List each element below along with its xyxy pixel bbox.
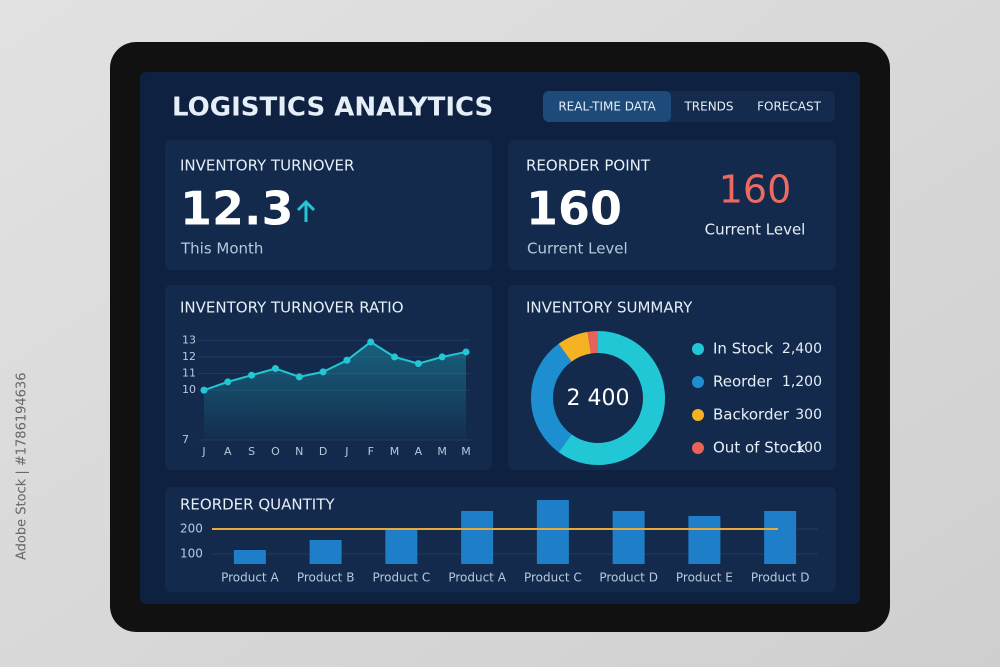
kpi-alert-value: 160 bbox=[719, 168, 792, 212]
point bbox=[248, 371, 256, 379]
x-tick-label: Product E bbox=[676, 571, 733, 585]
x-tick-label: Product B bbox=[297, 571, 355, 585]
x-tick-label: J bbox=[201, 445, 205, 458]
kpi-caption: Current Level bbox=[705, 221, 806, 239]
donut-slice bbox=[531, 343, 572, 453]
kpi-value: 12.3 bbox=[180, 182, 294, 236]
x-tick-label: Product D bbox=[599, 571, 658, 585]
point bbox=[271, 365, 279, 373]
point bbox=[367, 338, 375, 346]
donut-slice bbox=[558, 331, 592, 362]
x-tick-label: D bbox=[319, 445, 327, 458]
value-label: 100 bbox=[795, 440, 822, 456]
x-tick-label: N bbox=[295, 445, 303, 458]
y-tick-label: 10 bbox=[182, 383, 196, 396]
tab[interactable]: REAL-TIME DATA bbox=[558, 100, 656, 114]
x-tick-label: Product A bbox=[448, 571, 506, 585]
x-tick-label: Product C bbox=[372, 571, 430, 585]
x-tick-label: Product A bbox=[221, 571, 279, 585]
card bbox=[165, 140, 492, 270]
legend-swatch bbox=[692, 442, 704, 454]
bar bbox=[461, 511, 494, 564]
x-tick-label: S bbox=[248, 445, 255, 458]
kpi-title: INVENTORY TURNOVER bbox=[180, 157, 354, 175]
bar bbox=[233, 550, 266, 564]
legend-swatch bbox=[692, 376, 704, 388]
donut-slice bbox=[558, 331, 665, 465]
donut-center: 2 400 bbox=[567, 386, 630, 411]
y-tick-label: 7 bbox=[182, 433, 189, 446]
legend-swatch bbox=[692, 409, 704, 421]
line bbox=[203, 340, 467, 392]
card bbox=[165, 487, 836, 592]
y-tick-label: 12 bbox=[182, 350, 196, 363]
legend-label: Reorder bbox=[713, 373, 773, 391]
tab[interactable]: TRENDS bbox=[683, 100, 733, 114]
legend-label: In Stock bbox=[713, 340, 774, 358]
x-tick-label: M bbox=[390, 445, 400, 458]
point bbox=[462, 348, 470, 356]
kpi-caption: Current Level bbox=[527, 240, 628, 258]
x-tick-label: M bbox=[461, 445, 471, 458]
y-tick-label: 100 bbox=[180, 547, 203, 561]
bar bbox=[688, 516, 721, 564]
point bbox=[295, 373, 303, 381]
x-tick-label: O bbox=[271, 445, 280, 458]
card bbox=[508, 285, 836, 470]
bar bbox=[385, 528, 418, 564]
kpi-caption: This Month bbox=[180, 240, 263, 258]
x-tick-label: J bbox=[344, 445, 348, 458]
kpi-title: REORDER POINT bbox=[526, 157, 651, 175]
value-label: 2,400 bbox=[782, 341, 822, 357]
tab[interactable]: FORECAST bbox=[757, 100, 821, 114]
chart-title: INVENTORY TURNOVER RATIO bbox=[180, 299, 404, 317]
x-tick-label: A bbox=[415, 445, 423, 458]
point bbox=[414, 360, 422, 368]
value-label: 300 bbox=[795, 407, 822, 423]
value-label: 1,200 bbox=[782, 374, 822, 390]
watermark: Adobe Stock | #1786194636 bbox=[15, 373, 30, 560]
legend-swatch bbox=[692, 343, 704, 355]
chart-title: INVENTORY SUMMARY bbox=[526, 299, 693, 317]
tab-active-bg bbox=[543, 91, 671, 122]
point bbox=[200, 386, 208, 394]
trend-arrow bbox=[296, 199, 316, 222]
bar bbox=[536, 500, 569, 564]
line-area bbox=[204, 341, 466, 440]
x-tick-label: F bbox=[368, 445, 374, 458]
x-tick-label: A bbox=[224, 445, 232, 458]
x-tick-label: M bbox=[437, 445, 447, 458]
point bbox=[391, 353, 399, 361]
legend-label: Out of Stock bbox=[713, 439, 806, 457]
y-tick-label: 200 bbox=[180, 522, 203, 536]
bar bbox=[764, 511, 797, 564]
bar bbox=[612, 511, 645, 564]
bar bbox=[309, 540, 342, 564]
x-tick-label: Product D bbox=[751, 571, 810, 585]
point bbox=[319, 368, 327, 376]
donut-slice bbox=[587, 331, 599, 354]
y-tick-label: 13 bbox=[182, 333, 196, 346]
app-title: LOGISTICS ANALYTICS bbox=[172, 93, 493, 123]
x-tick-label: Product C bbox=[524, 571, 582, 585]
point bbox=[343, 356, 351, 364]
point bbox=[224, 378, 232, 386]
kpi-value: 160 bbox=[526, 182, 622, 236]
y-tick-label: 11 bbox=[182, 367, 196, 380]
card bbox=[508, 140, 836, 270]
legend-label: Backorder bbox=[713, 406, 790, 424]
chart-title: REORDER QUANTITY bbox=[180, 496, 335, 514]
point bbox=[438, 353, 446, 361]
